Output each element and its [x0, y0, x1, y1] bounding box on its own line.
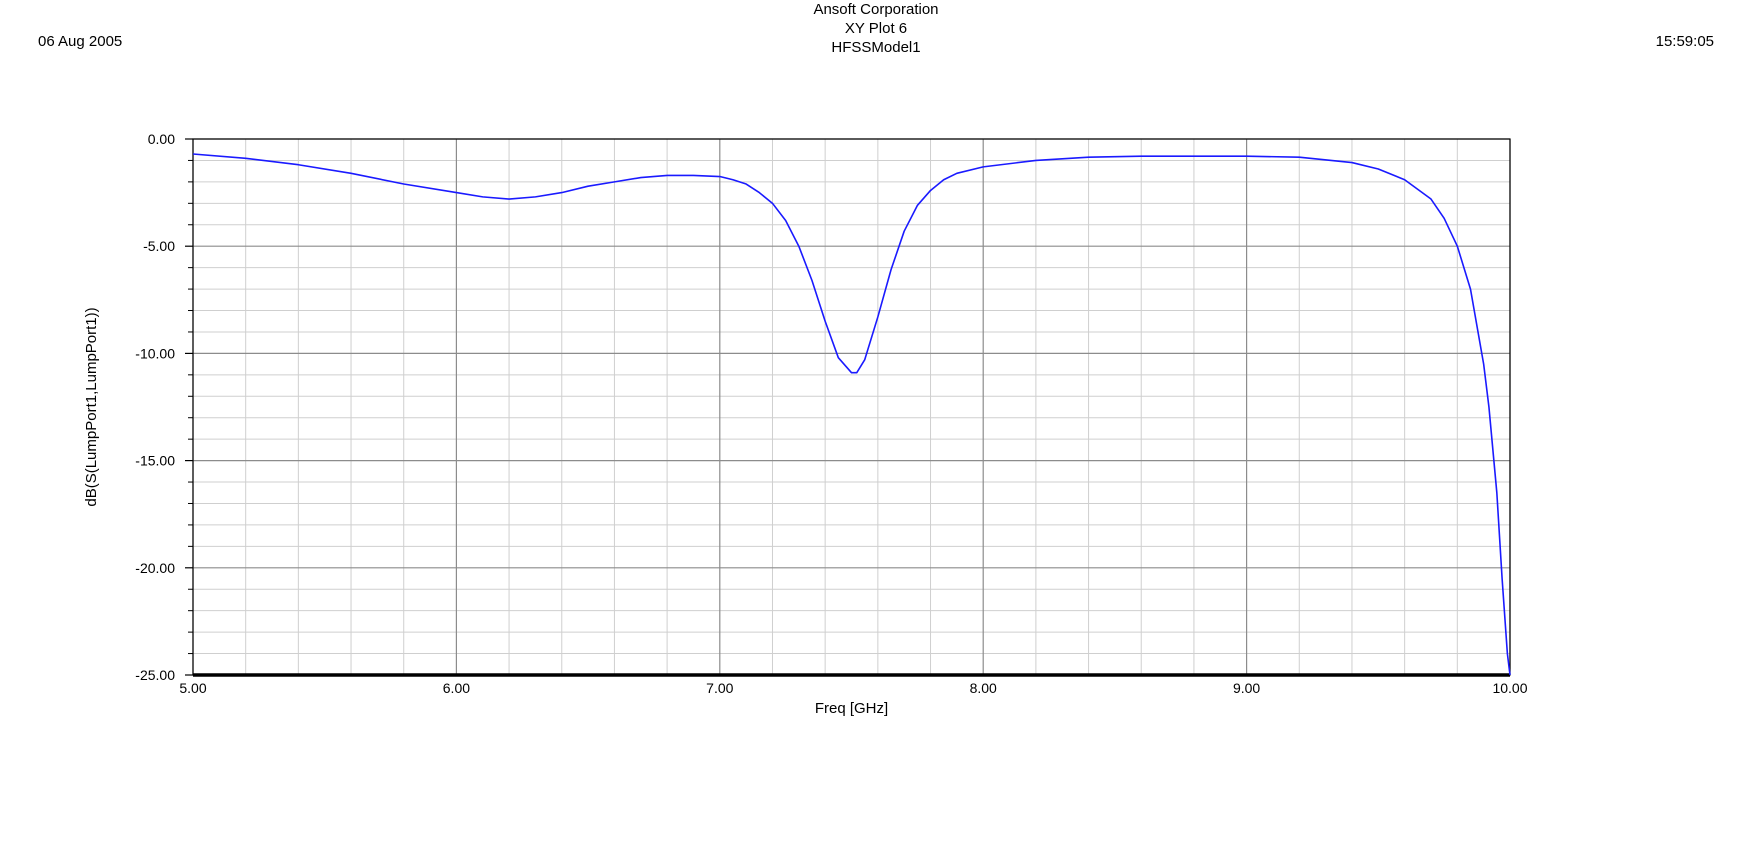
x-tick-label: 10.00: [1492, 680, 1527, 696]
plot-title: XY Plot 6: [844, 20, 908, 37]
x-tick-label: 9.00: [1233, 680, 1260, 696]
model-name: HFSSModel1: [831, 39, 921, 56]
x-tick-label: 6.00: [443, 680, 470, 696]
x-tick-label: 7.00: [706, 680, 733, 696]
y-tick-label: -15.00: [135, 453, 175, 469]
y-axis-title: dB(S(LumpPort1,LumpPort1)): [83, 307, 100, 506]
minor-tick-marks: [185, 138, 193, 676]
plot-header: Ansoft Corporation XY Plot 6 HFSSModel1: [0, 0, 1752, 57]
plot-time: 15:59:05: [1655, 33, 1714, 50]
x-tick-labels: 5.00 6.00 7.00 8.00 9.00 10.00: [179, 680, 1527, 696]
y-tick-labels: 0.00 -5.00 -10.00 -15.00 -20.00 -25.00: [135, 131, 175, 683]
x-tick-label: 5.00: [179, 680, 206, 696]
minor-gridlines: [193, 139, 1510, 675]
plot-date: 06 Aug 2005: [38, 33, 123, 50]
major-gridlines: [192, 138, 1511, 676]
plot-frame: [192, 138, 1511, 676]
company-name: Ansoft Corporation: [813, 1, 939, 18]
y-tick-label: -25.00: [135, 667, 175, 683]
y-tick-label: -20.00: [135, 560, 175, 576]
series-line: [192, 153, 1511, 676]
x-axis-title: Freq [GHz]: [815, 700, 888, 717]
y-tick-label: -10.00: [135, 345, 175, 361]
y-tick-label: 0.00: [148, 131, 175, 147]
y-tick-label: -5.00: [143, 238, 175, 254]
x-tick-label: 8.00: [970, 680, 997, 696]
